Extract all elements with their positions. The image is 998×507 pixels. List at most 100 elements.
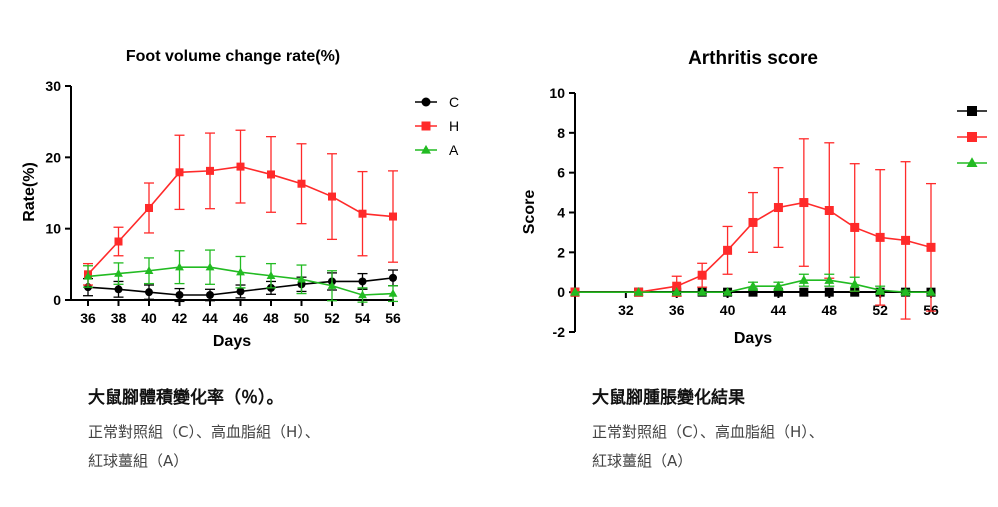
data-point bbox=[748, 217, 758, 227]
y-tick-label: 0 bbox=[557, 284, 565, 300]
y-tick-label: 10 bbox=[45, 221, 61, 237]
data-point bbox=[773, 281, 784, 290]
data-point bbox=[901, 235, 911, 245]
data-point bbox=[206, 291, 214, 300]
series-a bbox=[83, 249, 398, 303]
data-point bbox=[388, 288, 398, 297]
x-tick-label: 56 bbox=[385, 310, 401, 326]
y-tick-label: 30 bbox=[45, 78, 61, 94]
data-point bbox=[773, 287, 783, 297]
series-a bbox=[570, 273, 936, 296]
x-tick-label: 54 bbox=[355, 310, 371, 326]
data-point bbox=[900, 286, 911, 296]
legend-item-a: A bbox=[957, 157, 987, 167]
x-tick-label: 40 bbox=[141, 310, 157, 326]
data-point bbox=[748, 281, 758, 290]
data-point bbox=[83, 271, 93, 280]
x-axis-label: Days bbox=[734, 330, 772, 347]
data-point bbox=[236, 287, 245, 296]
data-point bbox=[773, 203, 783, 213]
data-point bbox=[875, 285, 886, 294]
data-point bbox=[114, 285, 123, 294]
data-point bbox=[266, 271, 276, 279]
legend-marker bbox=[421, 97, 431, 107]
data-point bbox=[850, 287, 860, 297]
caption-title: 大鼠腳腫脹變化結果 bbox=[592, 388, 745, 408]
foot-volume-chart: Foot volume change rate(%) Rate(%) Days … bbox=[21, 48, 459, 350]
chart-title: Arthritis score bbox=[688, 48, 818, 69]
data-point bbox=[875, 232, 885, 242]
data-point bbox=[926, 242, 936, 252]
data-point bbox=[633, 286, 644, 296]
data-point bbox=[570, 286, 580, 296]
data-point bbox=[358, 209, 367, 218]
data-point bbox=[824, 275, 835, 284]
data-point bbox=[145, 203, 153, 212]
legend-item-c: C bbox=[957, 106, 987, 116]
legend-marker bbox=[966, 157, 978, 167]
data-point bbox=[723, 245, 733, 255]
data-point bbox=[671, 286, 682, 296]
data-point bbox=[297, 274, 306, 283]
caption-title: 大鼠腳體積變化率（％）。 bbox=[88, 388, 284, 408]
data-point bbox=[722, 286, 733, 296]
x-tick-label: 36 bbox=[669, 302, 685, 318]
x-tick-label: 32 bbox=[618, 302, 634, 318]
data-point bbox=[358, 277, 367, 286]
data-point bbox=[799, 287, 809, 297]
data-point bbox=[824, 206, 834, 216]
x-tick-label: 40 bbox=[720, 302, 736, 318]
x-tick-label: 38 bbox=[111, 310, 127, 326]
data-point bbox=[358, 290, 367, 299]
x-axis-label: Days bbox=[213, 333, 251, 350]
data-point bbox=[175, 262, 184, 271]
y-tick-label: 2 bbox=[557, 244, 565, 260]
data-point bbox=[672, 281, 682, 291]
data-point bbox=[236, 162, 245, 171]
data-point bbox=[748, 287, 758, 297]
x-tick-label: 46 bbox=[233, 310, 249, 326]
y-tick-label: 0 bbox=[53, 292, 61, 308]
left-caption: 大鼠腳體積變化率（％）。 正常對照組（C）、高血脂組（H）、 紅球薑組（A） bbox=[88, 383, 320, 476]
chart-title: Foot volume change rate(%) bbox=[126, 48, 340, 65]
y-tick-label: 20 bbox=[45, 149, 61, 165]
data-point bbox=[114, 237, 123, 246]
series-h bbox=[83, 129, 398, 286]
data-point bbox=[327, 281, 337, 289]
legend-marker bbox=[967, 132, 977, 142]
legend-marker bbox=[421, 144, 431, 154]
data-point bbox=[267, 170, 275, 179]
legend-item-c: C bbox=[415, 94, 459, 110]
x-tick-label: 44 bbox=[202, 310, 218, 326]
legend-label: C bbox=[449, 94, 459, 110]
y-axis-label: Rate(%) bbox=[21, 162, 38, 222]
y-tick-label: 6 bbox=[557, 165, 565, 181]
data-point bbox=[297, 179, 306, 188]
data-point bbox=[697, 286, 708, 296]
x-tick-label: 50 bbox=[294, 310, 310, 326]
data-point bbox=[175, 291, 184, 300]
x-tick-label: 52 bbox=[872, 302, 888, 318]
legend-item-a: A bbox=[415, 142, 459, 158]
data-point bbox=[850, 222, 860, 232]
y-tick-label: -2 bbox=[553, 324, 566, 340]
y-tick-label: 4 bbox=[557, 205, 565, 221]
data-point bbox=[389, 212, 397, 221]
data-point bbox=[824, 287, 834, 297]
legend-marker bbox=[967, 106, 977, 116]
data-point bbox=[114, 269, 123, 277]
x-tick-label: 44 bbox=[771, 302, 787, 318]
y-tick-label: 8 bbox=[557, 125, 565, 141]
data-point bbox=[206, 166, 214, 175]
x-tick-label: 48 bbox=[263, 310, 279, 326]
legend: C H A bbox=[957, 106, 987, 167]
legend: CHA bbox=[415, 94, 459, 158]
data-point bbox=[236, 267, 245, 276]
data-point bbox=[798, 275, 809, 284]
caption-line: 紅球薑組（A） bbox=[88, 452, 189, 470]
y-axis-label: Score bbox=[521, 190, 538, 235]
data-point bbox=[697, 270, 707, 280]
legend-label: A bbox=[449, 142, 459, 158]
data-point bbox=[205, 262, 215, 271]
legend-item-h: H bbox=[957, 132, 987, 142]
